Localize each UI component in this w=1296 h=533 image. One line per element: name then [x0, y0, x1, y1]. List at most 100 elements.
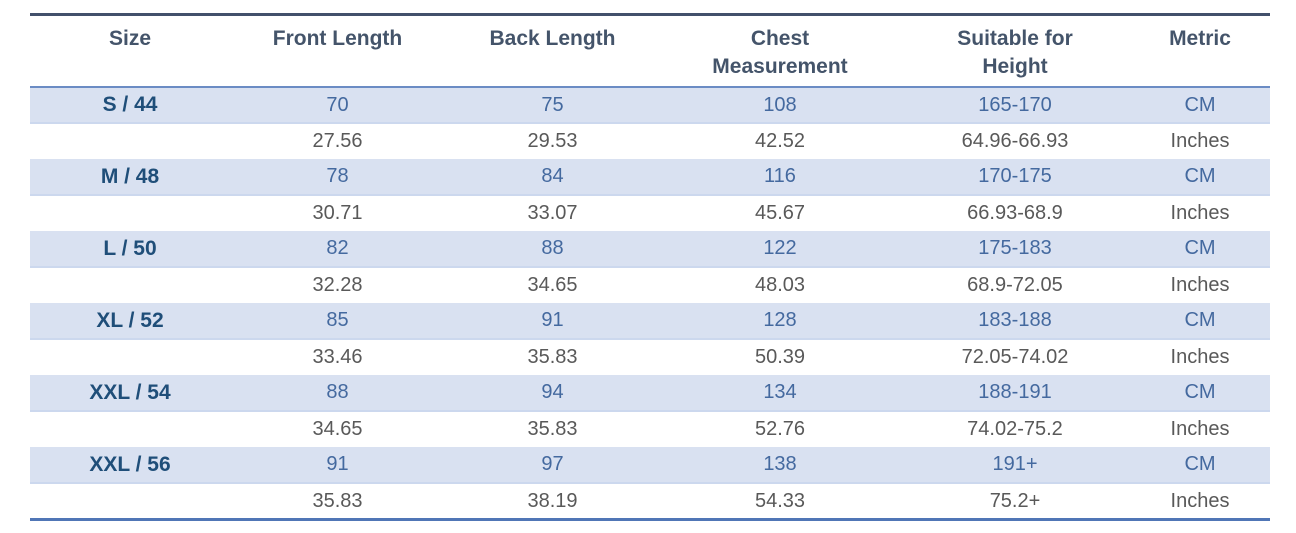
cell-metric: CM — [1184, 237, 1216, 260]
column-header-label: Front Length — [272, 27, 403, 50]
table-row-inches: 27.56 29.53 42.52 64.96-66.93 Inches — [30, 123, 1270, 160]
cell-front-length: 33.46 — [312, 346, 363, 369]
cell-chest-measurement: 138 — [763, 453, 797, 476]
cell-chest-measurement: 54.33 — [754, 489, 806, 512]
cell-metric: Inches — [1170, 489, 1230, 512]
cell-size: XXL / 56 — [89, 452, 171, 476]
cell-chest-measurement: 134 — [763, 381, 797, 404]
cell-size — [30, 411, 230, 447]
table-row-cm: XXL / 54 88 94 134 188-191 CM — [30, 375, 1270, 412]
table-row-cm: XXL / 56 91 97 138 191+ CM — [30, 447, 1270, 484]
cell-metric: Inches — [1170, 346, 1230, 369]
column-header-label: Size — [108, 27, 152, 50]
cell-size: S / 44 — [102, 93, 158, 117]
cell-back-length: 84 — [541, 165, 564, 188]
cell-back-length: 33.07 — [527, 202, 578, 225]
cell-size — [30, 195, 230, 231]
cell-chest-measurement: 122 — [763, 237, 797, 260]
cell-chest-measurement: 50.39 — [754, 346, 806, 369]
column-header-metric: Metric — [1130, 15, 1270, 88]
column-header-back-length: Back Length — [445, 15, 660, 88]
cell-suitable-for-height: 191+ — [992, 453, 1038, 476]
column-header-label: Metric — [1169, 27, 1231, 50]
cell-suitable-for-height: 64.96-66.93 — [961, 130, 1069, 153]
cell-size — [30, 267, 230, 303]
size-chart-body: S / 44 70 75 108 165-170 CM 27.56 29.53 42.52 64.… — [30, 87, 1270, 520]
cell-metric: Inches — [1170, 202, 1230, 225]
column-header-suitable-for-height: Suitable for Height — [900, 15, 1130, 88]
cell-metric: CM — [1184, 309, 1216, 332]
cell-chest-measurement: 128 — [763, 309, 797, 332]
cell-size — [30, 123, 230, 159]
cell-chest-measurement: 108 — [763, 93, 797, 116]
cell-back-length: 94 — [541, 381, 564, 404]
cell-suitable-for-height: 188-191 — [978, 381, 1052, 404]
column-header-label: Back Length — [489, 27, 616, 50]
table-row-inches: 35.83 38.19 54.33 75.2+ Inches — [30, 483, 1270, 520]
cell-front-length: 91 — [326, 453, 349, 476]
cell-back-length: 34.65 — [527, 274, 578, 297]
column-header-label: Chest Measurement — [712, 27, 848, 78]
cell-metric: Inches — [1170, 274, 1230, 297]
cell-suitable-for-height: 175-183 — [978, 237, 1052, 260]
cell-back-length: 88 — [541, 237, 564, 260]
cell-front-length: 78 — [326, 165, 349, 188]
cell-metric: CM — [1184, 381, 1216, 404]
cell-front-length: 70 — [326, 93, 349, 116]
header-row: Size Front Length Back Length Chest Meas… — [30, 14, 1270, 88]
cell-back-length: 35.83 — [527, 418, 578, 441]
table-row-cm: XL / 52 85 91 128 183-188 CM — [30, 303, 1270, 340]
cell-back-length: 75 — [541, 93, 564, 116]
cell-metric: CM — [1184, 93, 1216, 116]
column-header-chest-measurement: Chest Measurement — [660, 15, 900, 88]
cell-size: XXL / 54 — [89, 380, 171, 404]
cell-metric: Inches — [1170, 418, 1230, 441]
table-row-inches: 32.28 34.65 48.03 68.9-72.05 Inches — [30, 267, 1270, 304]
cell-size: L / 50 — [103, 236, 157, 260]
cell-suitable-for-height: 66.93-68.9 — [967, 202, 1063, 225]
table-row-cm: M / 48 78 84 116 170-175 CM — [30, 159, 1270, 196]
size-chart-table: Size Front Length Back Length Chest Meas… — [30, 13, 1270, 521]
cell-suitable-for-height: 72.05-74.02 — [961, 346, 1069, 369]
column-header-size: Size — [30, 15, 230, 88]
cell-chest-measurement: 42.52 — [754, 130, 806, 153]
cell-size — [30, 339, 230, 375]
cell-chest-measurement: 45.67 — [754, 202, 806, 225]
cell-metric: CM — [1184, 453, 1216, 476]
cell-front-length: 27.56 — [312, 130, 363, 153]
cell-chest-measurement: 48.03 — [754, 274, 806, 297]
cell-metric: Inches — [1170, 130, 1230, 153]
cell-suitable-for-height: 74.02-75.2 — [967, 418, 1063, 441]
cell-back-length: 38.19 — [527, 489, 578, 512]
cell-suitable-for-height: 170-175 — [978, 165, 1052, 188]
cell-front-length: 34.65 — [312, 418, 363, 441]
cell-front-length: 82 — [326, 237, 349, 260]
cell-front-length: 85 — [326, 309, 349, 332]
cell-metric: CM — [1184, 165, 1216, 188]
cell-size: XL / 52 — [96, 308, 164, 332]
cell-suitable-for-height: 183-188 — [978, 309, 1052, 332]
table-row-inches: 30.71 33.07 45.67 66.93-68.9 Inches — [30, 195, 1270, 232]
cell-front-length: 30.71 — [312, 202, 363, 225]
cell-chest-measurement: 52.76 — [754, 418, 806, 441]
cell-suitable-for-height: 165-170 — [978, 93, 1052, 116]
cell-suitable-for-height: 75.2+ — [989, 489, 1041, 512]
cell-front-length: 88 — [326, 381, 349, 404]
cell-back-length: 29.53 — [527, 130, 578, 153]
cell-back-length: 91 — [541, 309, 564, 332]
cell-size — [30, 483, 230, 519]
table-row-inches: 33.46 35.83 50.39 72.05-74.02 Inches — [30, 339, 1270, 376]
table-row-cm: L / 50 82 88 122 175-183 CM — [30, 231, 1270, 268]
cell-back-length: 97 — [541, 453, 564, 476]
cell-front-length: 32.28 — [312, 274, 363, 297]
cell-size: M / 48 — [100, 164, 160, 188]
table-header: Size Front Length Back Length Chest Meas… — [30, 14, 1270, 88]
cell-back-length: 35.83 — [527, 346, 578, 369]
cell-front-length: 35.83 — [312, 489, 363, 512]
table-row-inches: 34.65 35.83 52.76 74.02-75.2 Inches — [30, 411, 1270, 448]
column-header-label: Suitable for Height — [957, 27, 1073, 78]
column-header-front-length: Front Length — [230, 15, 445, 88]
cell-chest-measurement: 116 — [764, 165, 796, 188]
table-row-cm: S / 44 70 75 108 165-170 CM — [30, 87, 1270, 124]
